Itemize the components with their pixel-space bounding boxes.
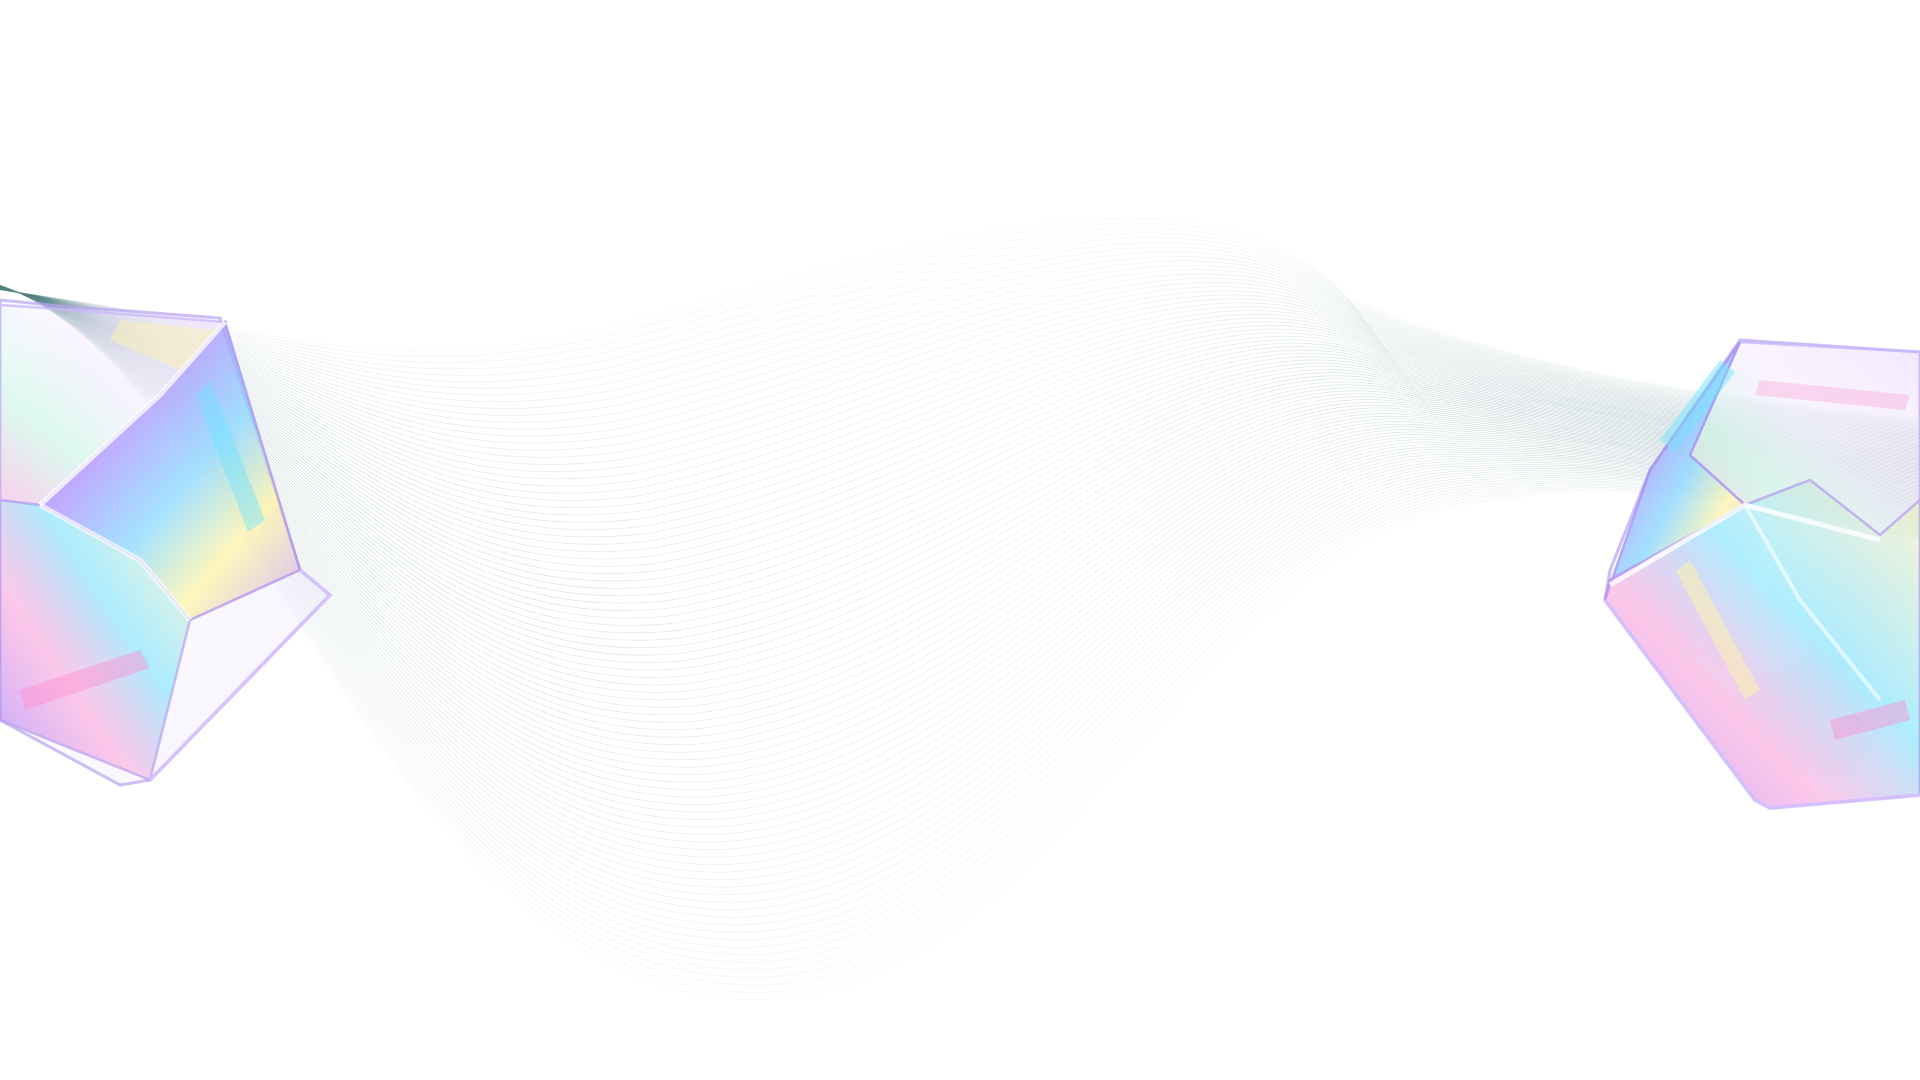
cube-left-streak-2 [20, 650, 150, 710]
ribbon-line [0, 273, 1920, 437]
ribbon-line [0, 264, 1920, 434]
ribbon-line [0, 287, 1920, 611]
ribbon-line [0, 287, 1920, 582]
ribbon-line [0, 251, 1920, 430]
ribbon-line [0, 288, 1920, 458]
ribbon-line [0, 286, 1920, 451]
ribbon-line [0, 217, 1920, 421]
ribbon-line [0, 287, 1920, 560]
ribbon-line [0, 286, 1920, 731]
ribbon-line [0, 288, 1920, 508]
ribbon-line [0, 222, 1920, 422]
ribbon-line [0, 286, 1920, 790]
cube-left-bevel-2 [38, 502, 192, 622]
cube-left-streak-3 [110, 320, 215, 370]
ribbon-line [0, 288, 1920, 501]
ribbon-line [0, 269, 1920, 436]
ribbon-line [0, 282, 1920, 444]
ribbon-line [0, 287, 1920, 574]
ribbon-line [0, 286, 1920, 783]
glass-cube-right [1603, 338, 1920, 811]
ribbon-line [0, 286, 1920, 775]
ribbon-line [0, 286, 1920, 753]
ribbon-line [0, 287, 1920, 641]
ribbon-line [0, 287, 1920, 678]
cube-left-bevel [38, 320, 227, 507]
ribbon-line [0, 287, 1920, 656]
ribbon-line [0, 287, 1920, 604]
ribbon-line [0, 286, 1920, 723]
ribbon-line [0, 277, 1920, 438]
cube-right-streak-1 [1660, 360, 1735, 452]
ribbon-line [0, 286, 1920, 701]
cube-right-bevel-2 [1743, 503, 1882, 702]
cube-right-edge-glow [1603, 598, 1920, 811]
ribbon-line [0, 232, 1920, 425]
ribbon-line [0, 227, 1920, 424]
ribbon-line [0, 288, 1920, 480]
glass-cube-left [0, 298, 333, 787]
ribbon-line [0, 287, 1920, 634]
ribbon-line [0, 287, 1920, 626]
ribbon-line [0, 288, 1920, 538]
ribbon-line [0, 288, 1920, 523]
ribbon-line [0, 260, 1920, 433]
ribbon-line [0, 286, 1920, 745]
cube-left-edge-glow [148, 568, 333, 782]
ribbon-line [0, 286, 1920, 798]
ribbon-line [0, 256, 1920, 432]
ribbon-line [0, 288, 1920, 494]
ribbon-line [0, 287, 1920, 567]
ribbon-line [0, 288, 1920, 552]
ribbon-line [0, 288, 1920, 487]
wave-ribbon [0, 217, 1920, 1001]
ribbon-line [0, 242, 1920, 428]
cube-left-streak-1 [196, 380, 265, 532]
ribbon-line [0, 288, 1920, 473]
ribbon-line [0, 287, 1920, 663]
ribbon-line [0, 286, 1920, 760]
ribbon-line [0, 288, 1920, 545]
ribbon-line [0, 288, 1920, 530]
cube-right-streak-3 [1830, 700, 1910, 740]
ribbon-line [0, 237, 1920, 426]
ribbon-line [0, 246, 1920, 429]
ribbon-line [0, 287, 1920, 686]
ribbon-line [0, 286, 1920, 738]
ribbon-line [0, 286, 1920, 708]
ribbon-line [0, 287, 1920, 671]
ribbon-line [0, 286, 1920, 805]
cube-right-streak-2 [1676, 560, 1760, 700]
ribbon-line [0, 288, 1920, 465]
ribbon-line [0, 286, 1920, 768]
ribbon-line [0, 287, 1920, 619]
ribbon-line [0, 286, 1920, 716]
cube-right-streak-4 [1755, 380, 1910, 410]
ribbon-line [0, 287, 1920, 596]
ribbon-line [0, 287, 1920, 589]
ribbon-line [0, 286, 1920, 693]
ribbon-line [0, 288, 1920, 516]
ribbon-line [0, 287, 1920, 649]
